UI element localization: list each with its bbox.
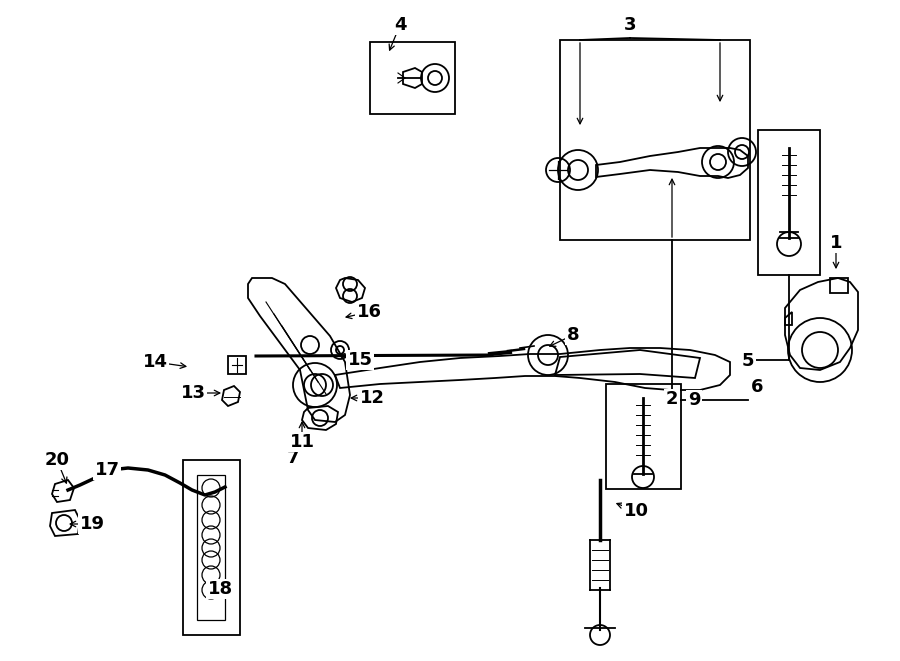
Text: 18: 18 <box>207 580 232 598</box>
Text: 12: 12 <box>359 389 384 407</box>
Bar <box>606 384 681 489</box>
Text: 5: 5 <box>742 352 754 370</box>
Bar <box>197 475 225 620</box>
Text: 3: 3 <box>624 16 636 34</box>
Text: 13: 13 <box>181 384 205 402</box>
Text: 9: 9 <box>688 391 700 409</box>
Text: 4: 4 <box>394 16 406 34</box>
Text: 8: 8 <box>567 326 580 344</box>
Text: 6: 6 <box>751 378 763 396</box>
Text: 1: 1 <box>830 234 842 252</box>
Text: 10: 10 <box>624 502 649 520</box>
Text: 17: 17 <box>94 461 120 479</box>
Bar <box>370 42 455 114</box>
Text: 15: 15 <box>347 351 373 369</box>
Bar <box>228 356 246 374</box>
Text: 16: 16 <box>356 303 382 321</box>
Bar <box>758 130 820 275</box>
Text: 2: 2 <box>666 390 679 408</box>
Text: 7: 7 <box>287 449 299 467</box>
Bar <box>560 40 750 240</box>
Bar <box>183 460 240 635</box>
Text: 20: 20 <box>44 451 69 469</box>
Text: 11: 11 <box>290 433 314 451</box>
Bar <box>830 278 848 293</box>
Text: 14: 14 <box>142 353 167 371</box>
Text: 19: 19 <box>79 515 104 533</box>
